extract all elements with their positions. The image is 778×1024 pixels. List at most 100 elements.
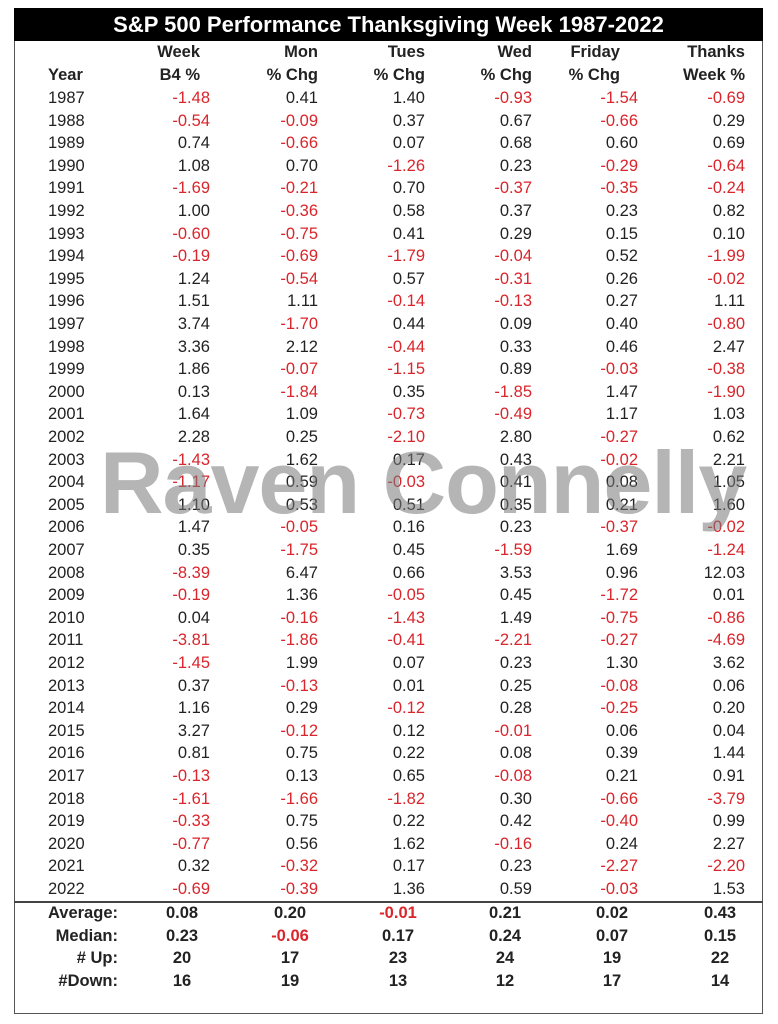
column-header: B4 % bbox=[159, 66, 200, 84]
value-cell: 0.04 bbox=[712, 721, 745, 740]
value-cell: 0.08 bbox=[605, 473, 638, 492]
value-cell: 2.28 bbox=[177, 428, 210, 446]
value-cell: -0.14 bbox=[387, 292, 425, 311]
value-cell: 0.32 bbox=[177, 857, 210, 876]
value-cell: 0.67 bbox=[499, 111, 532, 130]
separator bbox=[14, 901, 763, 903]
value-cell: -0.41 bbox=[387, 631, 425, 650]
column-header: Week % bbox=[682, 66, 745, 84]
value-cell: -0.03 bbox=[600, 360, 638, 379]
value-cell: 2.27 bbox=[712, 834, 745, 853]
value-cell: -1.69 bbox=[172, 179, 210, 198]
summary-value: 17 bbox=[280, 949, 300, 968]
year-cell: 2000 bbox=[48, 382, 85, 401]
value-cell: -0.77 bbox=[172, 834, 210, 853]
value-cell: 0.22 bbox=[392, 744, 425, 763]
value-cell: -0.36 bbox=[280, 202, 318, 220]
value-cell: -0.69 bbox=[172, 880, 210, 898]
column-header: Week bbox=[157, 43, 200, 61]
value-cell: 0.06 bbox=[605, 721, 638, 740]
value-cell: 0.41 bbox=[285, 89, 318, 107]
summary-label: Median: bbox=[55, 926, 118, 945]
value-cell: 0.42 bbox=[499, 812, 532, 831]
value-cell: 0.35 bbox=[392, 382, 425, 401]
value-cell: 0.52 bbox=[605, 247, 638, 266]
value-cell: -0.32 bbox=[280, 857, 318, 876]
year-cell: 1993 bbox=[48, 224, 85, 243]
value-cell: 0.70 bbox=[285, 156, 318, 175]
value-cell: 0.53 bbox=[285, 495, 318, 514]
year-cell: 1988 bbox=[48, 111, 85, 130]
value-cell: -0.75 bbox=[280, 224, 318, 243]
column-header: % Chg bbox=[373, 66, 425, 84]
value-cell: -0.44 bbox=[387, 337, 425, 356]
value-cell: 1.09 bbox=[285, 405, 318, 424]
value-cell: -0.13 bbox=[280, 676, 318, 695]
value-cell: 0.37 bbox=[499, 202, 532, 220]
column-header: % Chg bbox=[568, 66, 620, 84]
value-cell: 0.07 bbox=[392, 134, 425, 153]
value-cell: 0.29 bbox=[712, 111, 745, 130]
value-cell: -0.64 bbox=[707, 156, 745, 175]
value-cell: 0.62 bbox=[712, 428, 745, 446]
value-cell: -4.69 bbox=[707, 631, 745, 650]
value-cell: 0.40 bbox=[605, 315, 638, 333]
value-cell: 1.08 bbox=[177, 156, 210, 175]
value-cell: 0.01 bbox=[392, 676, 425, 695]
value-cell: -0.13 bbox=[172, 767, 210, 785]
value-cell: -2.21 bbox=[494, 631, 532, 650]
value-cell: -0.35 bbox=[600, 179, 638, 198]
value-cell: 1.60 bbox=[712, 495, 745, 514]
value-cell: -0.12 bbox=[280, 721, 318, 740]
value-cell: -0.25 bbox=[600, 699, 638, 718]
summary-value: 0.17 bbox=[381, 926, 415, 945]
column-header: % Chg bbox=[480, 66, 532, 84]
value-cell: 0.70 bbox=[392, 179, 425, 198]
summary-value: 0.24 bbox=[488, 926, 522, 945]
value-cell: 6.47 bbox=[285, 563, 318, 582]
value-cell: 0.08 bbox=[499, 744, 532, 763]
summary-value: 0.02 bbox=[595, 904, 629, 922]
value-cell: 1.62 bbox=[392, 834, 425, 853]
column-header: Mon bbox=[284, 43, 318, 61]
value-cell: -0.19 bbox=[172, 586, 210, 605]
value-cell: 2.47 bbox=[712, 337, 745, 356]
value-cell: 0.75 bbox=[285, 744, 318, 763]
value-cell: 3.62 bbox=[712, 654, 745, 672]
value-cell: -0.19 bbox=[172, 247, 210, 266]
summary-value: 0.08 bbox=[165, 904, 199, 922]
value-cell: -0.93 bbox=[494, 89, 532, 107]
value-cell: 2.12 bbox=[285, 337, 318, 356]
year-cell: 1992 bbox=[48, 202, 85, 220]
value-cell: -0.03 bbox=[387, 473, 425, 492]
value-cell: -3.81 bbox=[172, 631, 210, 650]
value-cell: -0.54 bbox=[280, 269, 318, 288]
value-cell: -0.33 bbox=[172, 812, 210, 831]
value-cell: -0.07 bbox=[280, 360, 318, 379]
value-cell: 0.57 bbox=[392, 269, 425, 288]
value-cell: 1.05 bbox=[712, 473, 745, 492]
summary-value: -0.01 bbox=[379, 904, 417, 922]
summary-value: 17 bbox=[602, 972, 622, 991]
value-cell: 0.68 bbox=[499, 134, 532, 153]
summary-value: -0.06 bbox=[271, 926, 309, 945]
summary-label: # Up: bbox=[76, 949, 118, 968]
value-cell: 0.33 bbox=[499, 337, 532, 356]
year-cell: 1995 bbox=[48, 269, 85, 288]
column-header: Tues bbox=[387, 43, 425, 61]
value-cell: -0.66 bbox=[280, 134, 318, 153]
value-cell: -1.48 bbox=[172, 89, 210, 107]
summary-value: 14 bbox=[710, 972, 730, 991]
year-cell: 2022 bbox=[48, 880, 85, 898]
summary-value: 12 bbox=[495, 972, 515, 991]
value-cell: 1.03 bbox=[712, 405, 745, 424]
value-cell: -1.85 bbox=[494, 382, 532, 401]
year-cell: 2009 bbox=[48, 586, 85, 605]
value-cell: -0.04 bbox=[494, 247, 532, 266]
value-cell: -3.79 bbox=[707, 789, 745, 808]
value-cell: 0.10 bbox=[712, 224, 745, 243]
value-cell: 3.53 bbox=[499, 563, 532, 582]
value-cell: -0.39 bbox=[280, 880, 318, 898]
value-cell: 1.36 bbox=[392, 880, 425, 898]
value-cell: 1.30 bbox=[605, 654, 638, 672]
